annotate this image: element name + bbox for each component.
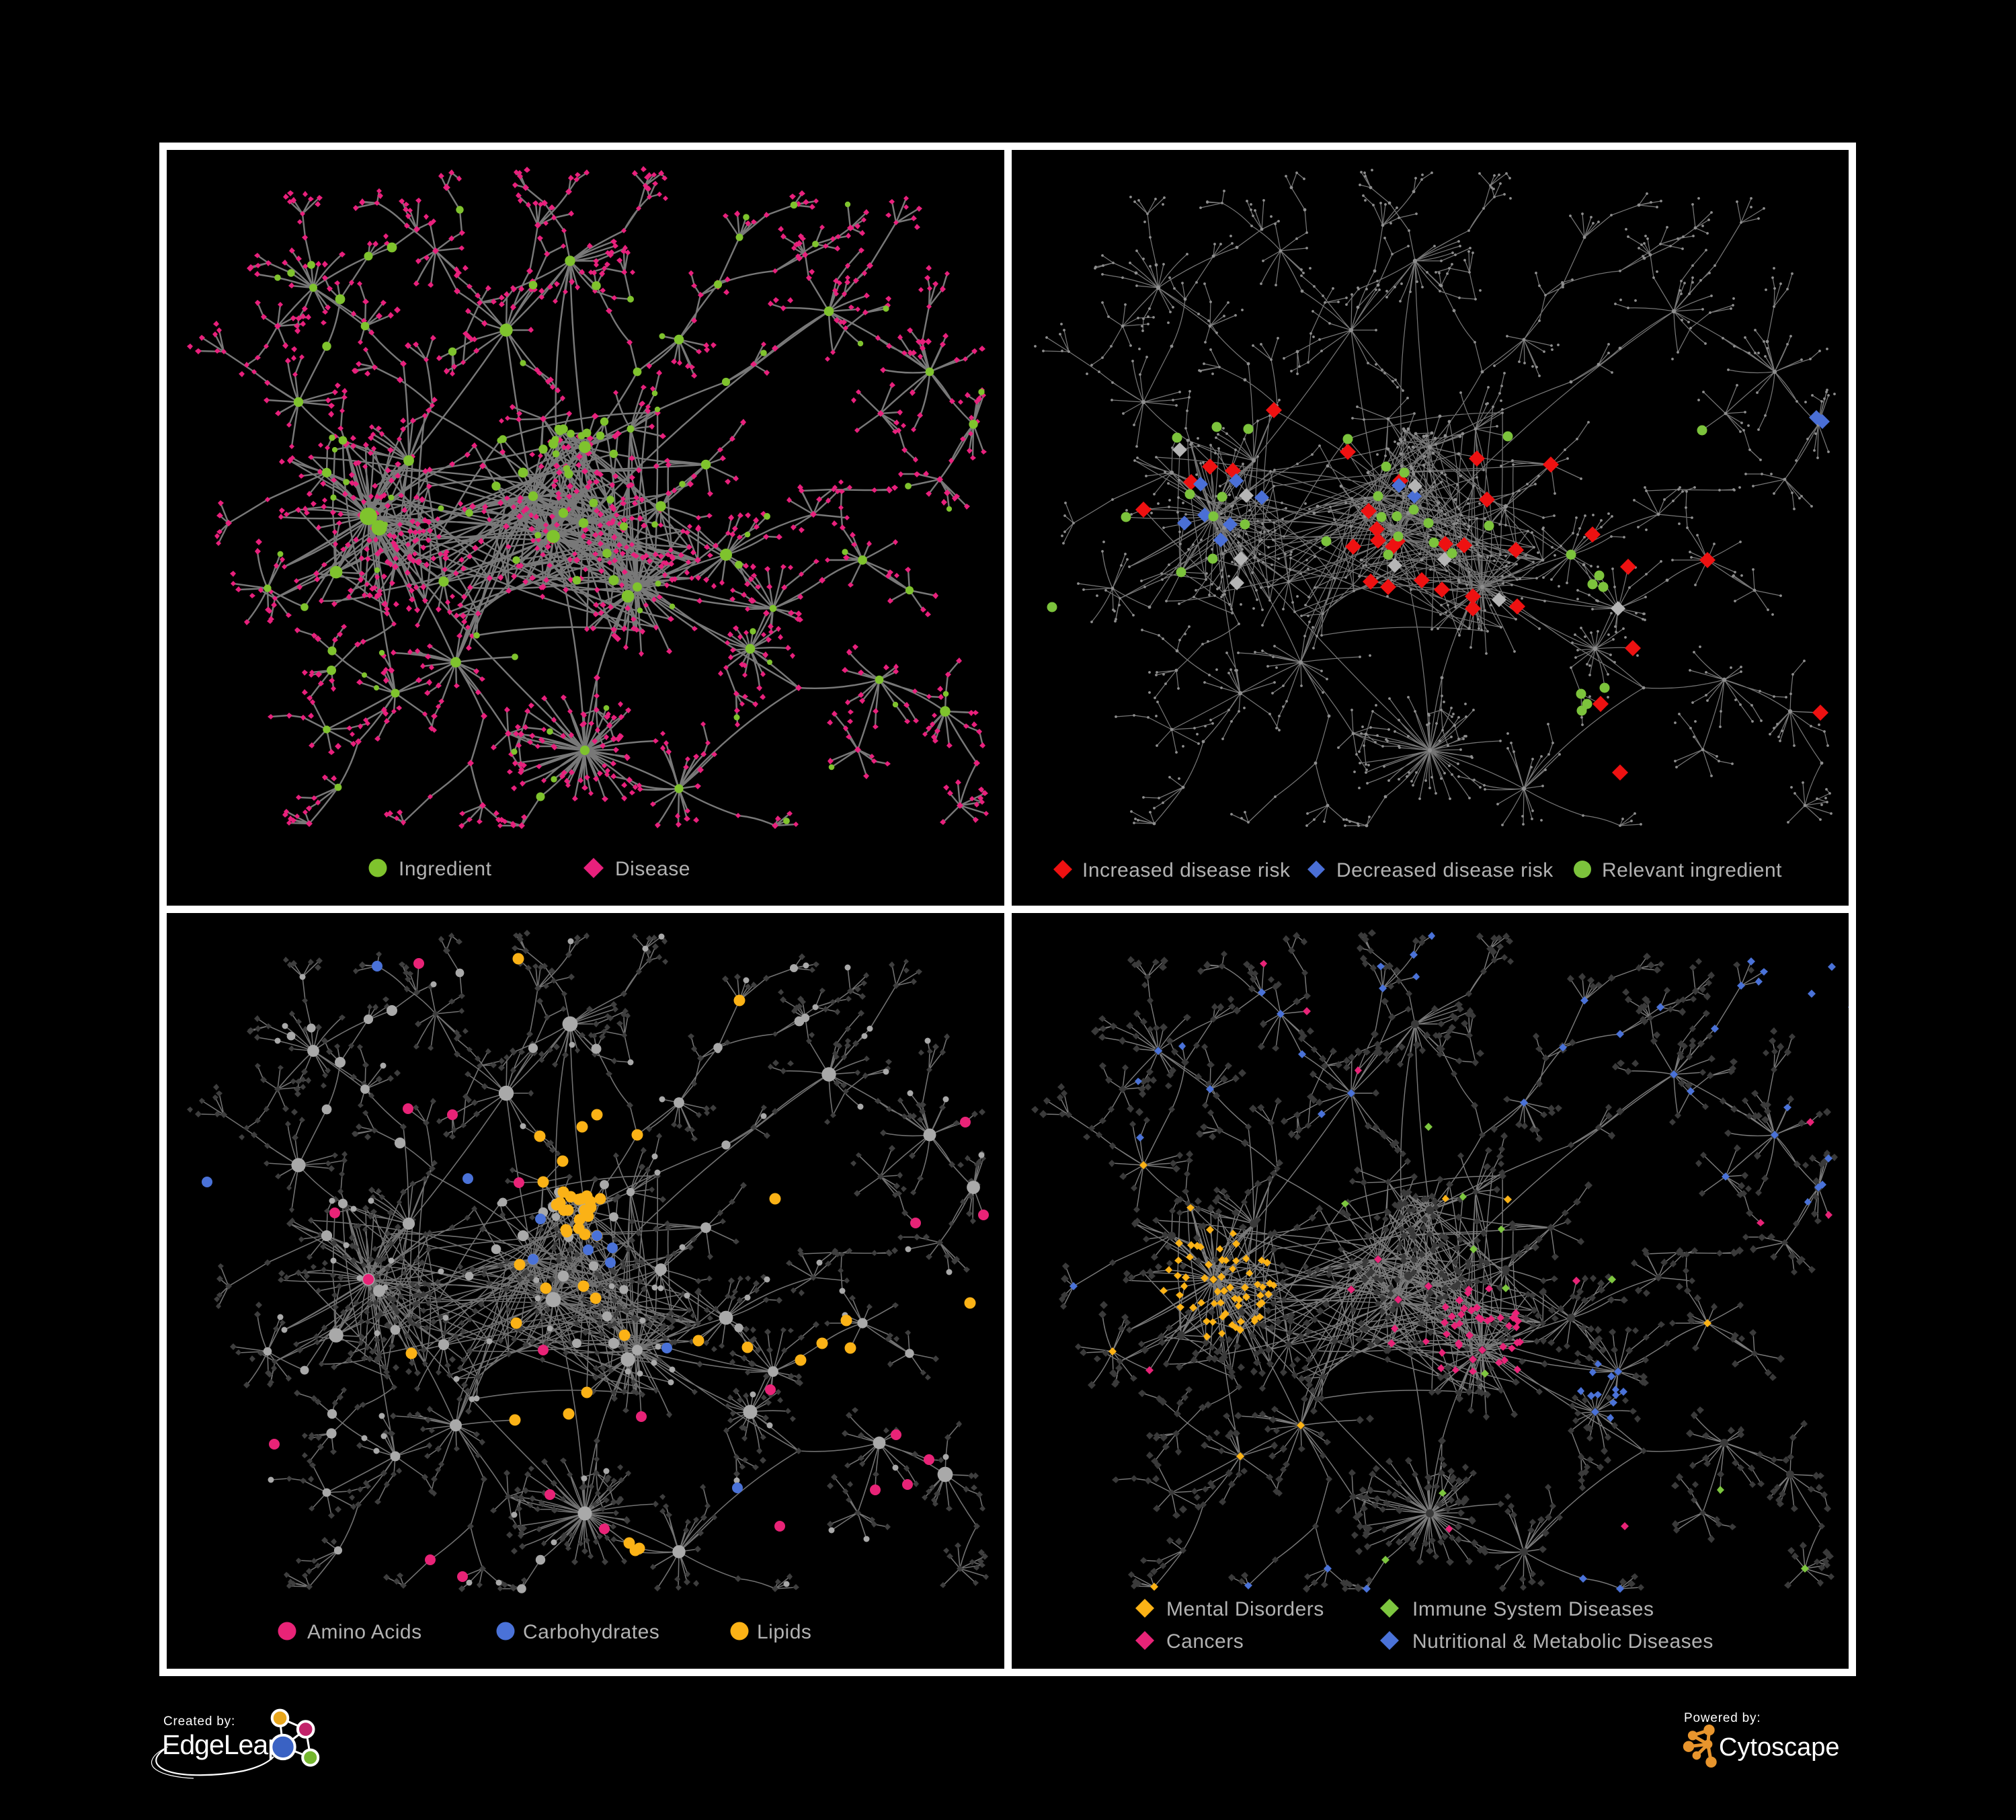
svg-text:Ingredient: Ingredient bbox=[399, 858, 492, 880]
svg-text:EdgeLeap: EdgeLeap bbox=[162, 1729, 282, 1760]
svg-text:Immune System Diseases: Immune System Diseases bbox=[1412, 1598, 1654, 1620]
svg-text:Created by:: Created by: bbox=[163, 1714, 235, 1729]
svg-text:Carbohydrates: Carbohydrates bbox=[523, 1621, 659, 1643]
svg-text:Cancers: Cancers bbox=[1166, 1630, 1244, 1653]
svg-text:Disease: Disease bbox=[615, 858, 690, 880]
svg-text:Cytoscape: Cytoscape bbox=[1719, 1733, 1840, 1762]
svg-text:Mental Disorders: Mental Disorders bbox=[1166, 1598, 1324, 1620]
svg-text:Amino Acids: Amino Acids bbox=[307, 1621, 422, 1643]
svg-text:Lipids: Lipids bbox=[757, 1621, 811, 1643]
svg-text:Powered by:: Powered by: bbox=[1684, 1711, 1761, 1725]
svg-text:Nutritional & Metabolic Diseas: Nutritional & Metabolic Diseases bbox=[1412, 1630, 1713, 1653]
svg-text:Decreased disease risk: Decreased disease risk bbox=[1336, 859, 1554, 881]
svg-text:Increased disease risk: Increased disease risk bbox=[1082, 859, 1291, 881]
svg-text:Relevant ingredient: Relevant ingredient bbox=[1602, 859, 1782, 881]
